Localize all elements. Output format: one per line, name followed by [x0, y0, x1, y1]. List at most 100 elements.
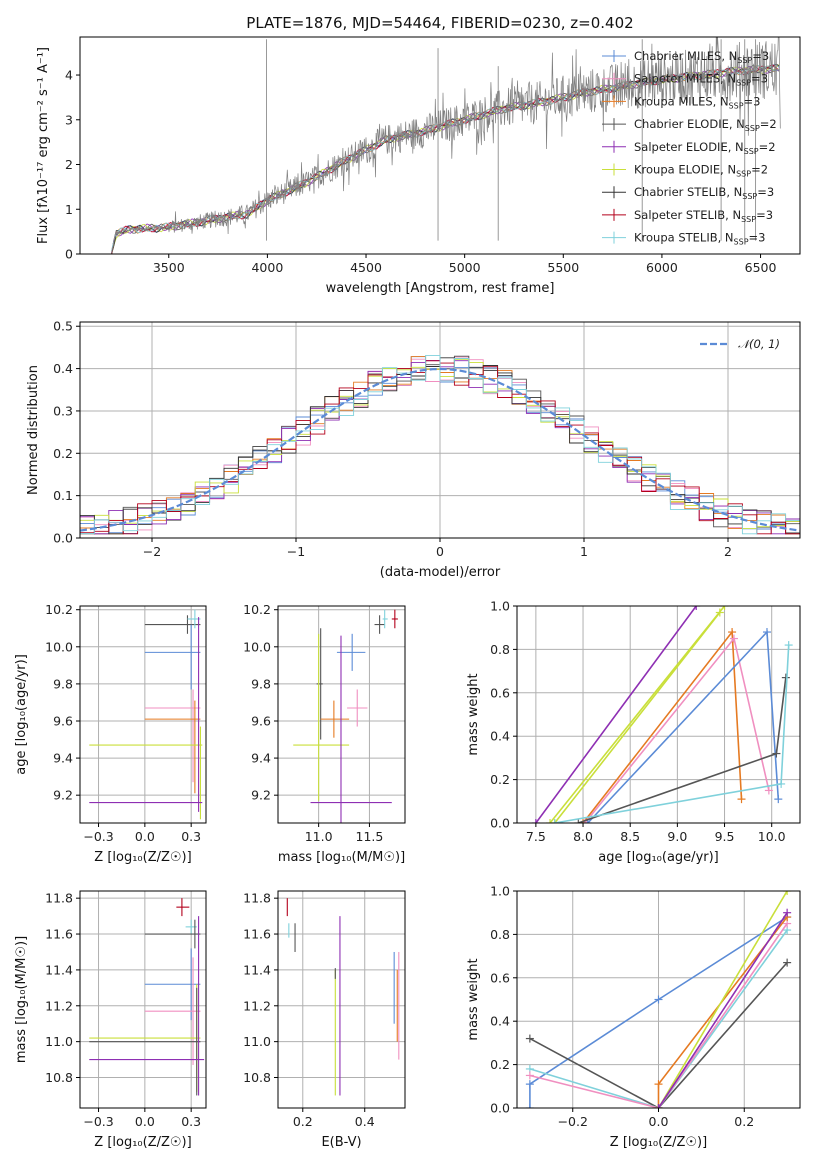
x-tick-label: 4000	[251, 260, 283, 275]
plot-area-spectrum	[111, 37, 781, 254]
error-bar-point	[382, 609, 388, 629]
legend-label: Kroupa MILES, NSSP=3	[634, 94, 760, 110]
y-tick-label: 0.2	[490, 1057, 510, 1072]
error-bar-point	[89, 987, 201, 1096]
y-tick-label: 11.8	[45, 891, 73, 906]
error-bar-point	[144, 957, 201, 1065]
error-bar-point	[89, 726, 203, 820]
y-tick-label: 11.0	[243, 1034, 271, 1049]
panel-massweight_vs_age: 7.5 8.0 8.5 9.0 9.5 10.0 0.0 0.2 0.4 0.6 0.8 1.0 age…	[466, 599, 801, 865]
error-bar-point	[144, 615, 201, 634]
y-axis-label: age [log₁₀(age/yr)]	[14, 654, 29, 775]
x-tick-label: 6000	[646, 260, 678, 275]
y-axis-label: mass [log₁₀(M/M☉)]	[14, 936, 29, 1063]
x-tick-label: −0.2	[558, 1114, 588, 1129]
legend-label-sub: SSP	[736, 170, 751, 179]
y-tick-label: 0.0	[53, 531, 73, 546]
y-tick-label: 11.8	[243, 891, 271, 906]
plot-area-residuals	[80, 354, 800, 535]
y-tick-label: 0.8	[490, 927, 510, 942]
plot-area-mass_vs_ebv	[286, 898, 400, 1096]
x-tick-label: 0	[436, 544, 444, 559]
mass-weight-series-line	[529, 923, 788, 1108]
legend-label-suffix: =3	[756, 208, 773, 222]
legend-label-sub: SSP	[742, 192, 757, 201]
x-tick-label: 0.0	[135, 829, 155, 844]
axes-frame	[79, 890, 207, 1109]
legend-label-text: Chabrier ELODIE, N	[634, 117, 745, 131]
legend-label-text: Kroupa MILES, N	[634, 94, 729, 108]
x-tick-label: −0.3	[83, 1114, 113, 1129]
y-tick-label: 1.0	[490, 599, 510, 614]
legend-normal-label: 𝒩(0, 1)	[738, 337, 780, 351]
mass-weight-series-line	[529, 962, 788, 1108]
plot-area-age_vs_Z	[89, 609, 203, 820]
y-tick-label: 9.8	[251, 676, 271, 691]
y-axis-label: mass weight	[466, 958, 481, 1040]
y-tick-label: 11.0	[45, 1034, 73, 1049]
y-tick-label: 11.4	[243, 962, 271, 977]
mass-weight-series-line	[657, 912, 788, 1108]
legend-label-text: Chabrier STELIB, N	[634, 185, 742, 199]
y-tick-label: 11.2	[45, 998, 73, 1013]
x-axis-label: wavelength [Angstrom, rest frame]	[326, 281, 555, 296]
x-axis-label: Z [log₁₀(Z/Z☉)]	[94, 1135, 191, 1150]
legend-label: Chabrier MILES, NSSP=3	[634, 49, 769, 65]
legend-label: Salpeter MILES, NSSP=3	[634, 72, 768, 88]
y-tick-label: 0.4	[490, 729, 510, 744]
y-axis-label: Flux [fλ10⁻¹⁷ erg cm⁻² s⁻¹ A⁻¹]	[36, 47, 51, 244]
mass-weight-series-line	[529, 916, 788, 1108]
y-tick-label: 0.1	[53, 488, 73, 503]
legend-label-sub: SSP	[734, 238, 749, 247]
legend-label-suffix: =3	[744, 94, 761, 108]
x-tick-label: 4500	[350, 260, 382, 275]
x-axis-label: (data-model)/error	[380, 565, 501, 580]
legend-label-sub: SSP	[744, 147, 759, 156]
error-bar-point	[293, 633, 350, 801]
legend-label-text: Salpeter STELIB, N	[634, 208, 741, 222]
y-tick-label: 0.4	[53, 361, 73, 376]
panel-mass_vs_ebv: 0.2 0.4 10.8 11.0 11.2 11.4 11.6 11.8 E(B-V)	[243, 890, 406, 1150]
y-tick-label: 10.0	[45, 639, 73, 654]
error-bar-point	[144, 700, 201, 794]
x-tick-label: 0.2	[734, 1114, 754, 1129]
y-tick-label: 10.8	[243, 1070, 271, 1085]
x-tick-label: 9.0	[667, 829, 687, 844]
x-tick-label: 0.0	[649, 1114, 669, 1129]
y-tick-label: 11.4	[45, 962, 73, 977]
legend-label-text: Chabrier MILES, N	[634, 49, 737, 63]
legend-label-sub: SSP	[729, 101, 744, 110]
panel-spectrum: 3500 4000 4500 5000 5500 6000 6500 0 1 2 3 4 wavelen…	[36, 14, 801, 296]
plot-area-age_vs_mass	[293, 609, 398, 823]
y-tick-label: 3	[65, 112, 73, 127]
y-tick-label: 0.6	[490, 970, 510, 985]
legend-label-text: Kroupa STELIB, N	[634, 231, 734, 245]
legend-label-text: Kroupa ELODIE, N	[634, 163, 736, 177]
plot-area-mass_vs_Z	[89, 898, 205, 1096]
x-tick-label: 8.5	[620, 829, 640, 844]
x-tick-label: 11.5	[356, 829, 384, 844]
error-bar-point	[316, 628, 323, 740]
observed-spectrum-line	[111, 37, 781, 254]
y-tick-label: 10.2	[45, 602, 73, 617]
error-bar-point	[391, 609, 398, 629]
axes-frame	[516, 605, 801, 824]
y-tick-label: 0.3	[53, 403, 73, 418]
model-spectrum-line	[111, 64, 780, 254]
y-tick-label: 0.0	[490, 1101, 510, 1116]
error-bar-point	[374, 615, 385, 634]
y-tick-label: 2	[65, 157, 73, 172]
x-tick-label: 8.0	[573, 829, 593, 844]
error-bar-point	[144, 948, 201, 1021]
legend-label: Chabrier STELIB, NSSP=3	[634, 185, 774, 201]
y-axis-label: mass weight	[466, 673, 481, 755]
error-bar-point	[89, 916, 205, 1096]
y-tick-label: 9.2	[53, 788, 73, 803]
x-tick-label: −0.3	[83, 829, 113, 844]
y-tick-label: 11.6	[243, 927, 271, 942]
y-tick-label: 9.2	[251, 788, 271, 803]
y-tick-label: 9.6	[251, 713, 271, 728]
legend-label-suffix: =3	[749, 231, 766, 245]
y-tick-label: 9.6	[53, 713, 73, 728]
legend-label-text: Salpeter MILES, N	[634, 72, 736, 86]
